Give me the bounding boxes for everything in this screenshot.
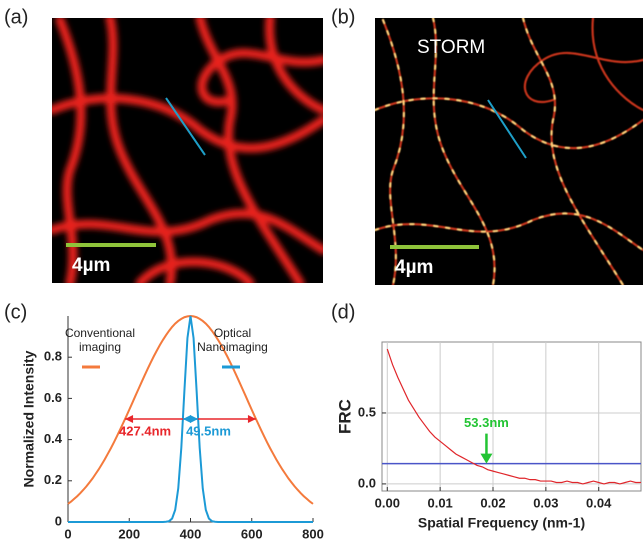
arrow-head [480,454,492,464]
x-tick-label: 0.00 [375,495,400,510]
image-title: STORM [417,37,485,58]
x-tick-label: 0.01 [427,495,452,510]
x-tick-label: 0 [64,526,71,541]
y-axis-label: FRC [335,399,354,434]
scale-bar-label: 4µm [72,255,110,276]
y-tick-label: 0.4 [44,431,63,446]
micrograph-conventional: 4µm [52,18,323,283]
annotation: 53.3nm [464,415,509,430]
x-tick-label: 0.04 [586,495,612,510]
y-tick-label: 0 [55,513,62,528]
panel-label: (b) [331,6,355,28]
y-axis-label: Normalized Intensity [21,350,37,487]
page: {"panels":{"a":{"label":"(a)","scale_bar… [0,0,643,541]
panel-label: (a) [4,6,28,28]
scale-bar-label: 4µm [395,257,433,278]
x-tick-label: 600 [241,526,263,541]
plot-frame [382,342,641,491]
panel-label: (c) [4,301,27,323]
x-tick-label: 0.02 [480,495,505,510]
legend-label: Optical Nanoimaging [190,326,275,354]
x-tick-label: 200 [118,526,140,541]
legend-label: Conventional imaging [60,326,140,354]
y-tick-label: 0.6 [44,390,62,405]
x-axis-label: Spatial Frequency (nm-1) [418,515,585,531]
y-tick-label: 0.5 [358,404,376,419]
panel-label: (d) [331,301,355,323]
x-tick-label: 400 [180,526,202,541]
annotation: 427.4nm [119,423,171,438]
x-tick-label: 0.03 [533,495,558,510]
micrograph-storm: 4µm STORM [375,18,643,285]
arrow-head [183,415,191,423]
figure: 4µm 4µm STORM (a) [0,0,643,541]
y-tick-label: 0.2 [44,472,62,487]
annotation: 49.5nm [186,423,231,438]
y-tick-label: 0.0 [358,475,376,490]
arrow-head [190,415,198,423]
x-tick-label: 800 [302,526,324,541]
